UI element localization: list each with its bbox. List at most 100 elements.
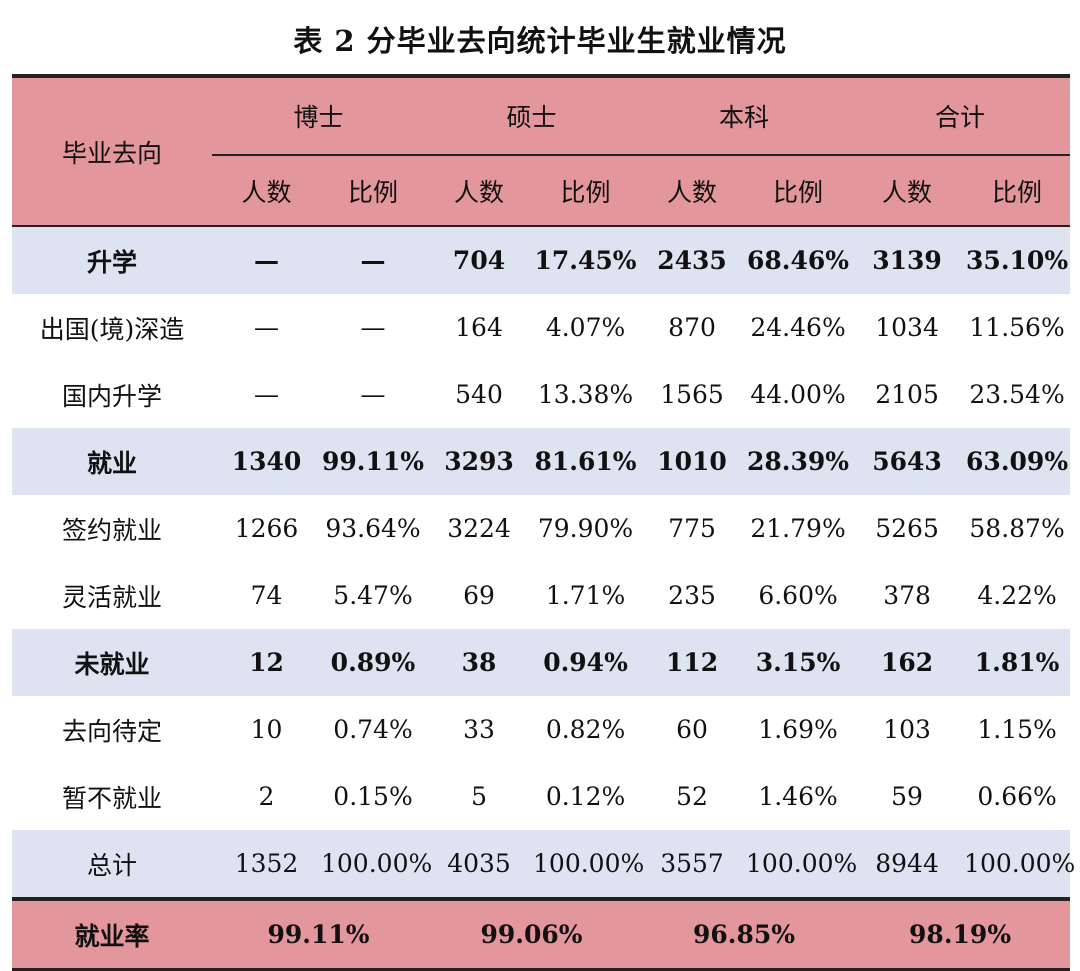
table-cell: 5.47%: [333, 581, 413, 610]
table-cell: 1.46%: [758, 782, 838, 811]
table-title: 表 2 分毕业去向统计毕业生就业情况: [293, 24, 787, 58]
table-cell: 1010: [638, 428, 747, 495]
table-cell: 4.22%: [977, 581, 1057, 610]
ratio-column-header: 比例: [746, 155, 851, 227]
table-cell: 100.00%: [533, 830, 644, 899]
row-label: 就业: [12, 428, 212, 495]
table-cell: 60: [676, 715, 708, 744]
row-label: 升学: [12, 226, 212, 294]
employment-rate-value: 98.19%: [850, 897, 1071, 971]
table-cell: 79.90%: [537, 514, 634, 543]
table-cell: 0.12%: [545, 782, 626, 811]
table-cell: 6.60%: [758, 581, 838, 610]
table-cell: —: [254, 313, 279, 342]
table-cell: 1.81%: [964, 629, 1071, 696]
table-cell: 704: [425, 226, 534, 294]
employment-rate-label: 就业率: [12, 897, 212, 971]
row-label: 未就业: [12, 629, 212, 696]
table-cell: 12: [212, 629, 321, 696]
row-label: 去向待定: [61, 716, 162, 746]
row-label: 灵活就业: [61, 582, 162, 612]
row-label: 国内升学: [61, 381, 162, 411]
table-cell: 8944: [850, 830, 965, 899]
employment-rate-row: 就业率 99.11% 99.06% 96.85% 98.19%: [12, 897, 1071, 971]
table-cell: 68.46%: [746, 226, 851, 294]
table-cell: 23.54%: [969, 380, 1065, 409]
table-cell: —: [360, 313, 386, 342]
table-cell: 93.64%: [325, 514, 421, 543]
table-cell: 33: [463, 715, 495, 744]
table-cell: —: [212, 226, 321, 294]
table-cell: 52: [676, 782, 708, 811]
table-cell: 1565: [660, 380, 724, 409]
table-cell: 11.56%: [969, 313, 1065, 342]
table-cell: 24.46%: [750, 313, 846, 342]
employment-rate-value: 96.85%: [638, 897, 851, 971]
table-cell: 378: [883, 581, 931, 610]
table-cell: 775: [668, 514, 716, 543]
table-cell: —: [360, 380, 386, 409]
table-cell: 63.09%: [964, 428, 1071, 495]
table-cell: 3.15%: [746, 629, 851, 696]
table-cell: 3293: [425, 428, 534, 495]
table-cell: 17.45%: [533, 226, 639, 294]
row-label-header: 毕业去向: [12, 74, 212, 227]
table-cell: 10: [250, 715, 283, 744]
table-cell: 162: [850, 629, 965, 696]
table-cell: 1.15%: [977, 715, 1057, 744]
table-cell: 5643: [850, 428, 965, 495]
table-cell: 13.38%: [537, 380, 634, 409]
table-cell: 0.82%: [545, 715, 626, 744]
row-label: 出国(境)深造: [39, 314, 185, 344]
table-cell: 3557: [638, 830, 747, 899]
table-cell: 99.11%: [321, 428, 426, 495]
group-header-master: 硕士: [425, 74, 639, 156]
table-cell: 1.69%: [758, 715, 838, 744]
table-cell: 0.89%: [321, 629, 426, 696]
ratio-column-header: 比例: [964, 155, 1071, 227]
table-cell: 28.39%: [746, 428, 851, 495]
employment-rate-value: 99.06%: [425, 897, 639, 971]
table-cell: 1034: [875, 313, 939, 342]
count-column-header: 人数: [425, 155, 534, 227]
row-label: 总计: [12, 830, 212, 899]
table-row: 总计 1352 100.00% 4035 100.00% 3557 100.00% 8944 1…: [12, 830, 1075, 899]
table-cell: 4.07%: [545, 313, 626, 342]
table-cell: 1.71%: [545, 581, 626, 610]
table-cell: 100.00%: [964, 830, 1075, 899]
group-header-bachelor: 本科: [638, 74, 851, 156]
table-cell: 69: [463, 581, 495, 610]
row-label: 暂不就业: [61, 783, 162, 813]
table-cell: 35.10%: [964, 226, 1071, 294]
count-column-header: 人数: [212, 155, 321, 227]
table-row: 未就业 12 0.89% 38 0.94% 112 3.15% 162 1.81%: [12, 629, 1071, 696]
table-cell: 0.94%: [533, 629, 639, 696]
group-header-total: 合计: [850, 74, 1071, 156]
table-cell: 100.00%: [746, 830, 857, 899]
group-header-phd: 博士: [212, 74, 426, 156]
table-cell: 112: [638, 629, 747, 696]
table-cell: 44.00%: [750, 380, 846, 409]
ratio-column-header: 比例: [321, 155, 426, 227]
table-cell: 3139: [850, 226, 965, 294]
table-cell: 5265: [875, 514, 939, 543]
table-cell: 5: [471, 782, 487, 811]
employment-table: 毕业去向 博士 硕士 本科 合计 人数 比例 人数 比例 人数 比例 人数 比例 升学 — —70…: [12, 74, 1075, 971]
table-row: 就业 1340 99.11% 3293 81.61% 1010 28.39% 5643 63.0…: [12, 428, 1071, 495]
table-cell: 870: [668, 313, 716, 342]
table-cell: 81.61%: [533, 428, 639, 495]
table-cell: 0.66%: [977, 782, 1057, 811]
table-row: 暂不就业 2 0.15% 5 0.12% 52 1.46% 59 0.66%: [12, 763, 1070, 830]
table-cell: 1352: [212, 830, 321, 899]
table-row: 升学 — —704 17.45% 2435 68.46% 3139 35.10%: [12, 226, 1071, 294]
table-cell: 3224: [447, 514, 511, 543]
table-cell: 59: [891, 782, 923, 811]
table-row: 灵活就业 74 5.47% 69 1.71% 235 6.60% 378 4.22%: [12, 562, 1070, 629]
table-cell: 2435: [638, 226, 747, 294]
table-row: 国内升学 — — 540 13.38% 1565 44.00% 2105 23.54%: [12, 361, 1070, 428]
table-cell: 74: [250, 581, 283, 610]
table-row: 出国(境)深造 — — 164 4.07% 870 24.46% 1034 11.56%: [12, 294, 1070, 361]
table-row: 去向待定 10 0.74% 33 0.82% 60 1.69% 103 1.15%: [12, 696, 1070, 763]
table-cell: 103: [883, 715, 931, 744]
row-label: 签约就业: [61, 515, 162, 545]
